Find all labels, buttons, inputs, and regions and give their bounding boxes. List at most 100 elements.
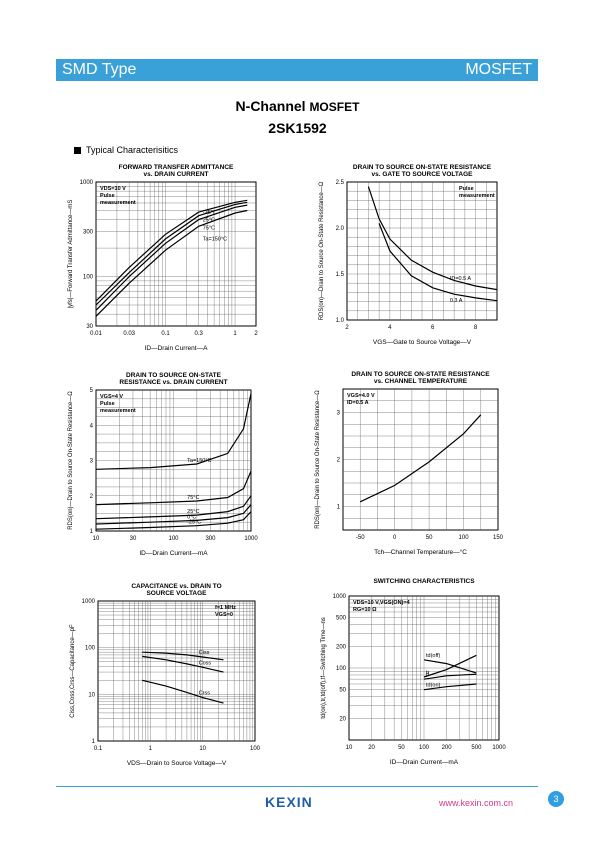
chart-annotation: VGS=4.0 V — [347, 393, 375, 399]
chart-annotation: measurement — [100, 408, 136, 414]
title-sub: MOSFET — [309, 100, 360, 114]
y-tick-label: 100 — [336, 666, 347, 672]
header-right-text: MOSFET — [465, 61, 532, 78]
square-bullet-icon — [74, 147, 81, 155]
x-tick-label: 150 — [493, 535, 504, 541]
x-tick-label: 1 — [233, 331, 237, 337]
series-label: 25°C — [187, 509, 199, 515]
series-label: Crss — [199, 691, 211, 697]
series-line — [423, 654, 477, 678]
x-axis-label: ID—Drain Current—mA — [390, 759, 459, 766]
chart-title: CAPACITANCE vs. DRAIN TO — [131, 583, 221, 590]
chart-title: DRAIN TO SOURCE ON-STATE RESISTANCE — [353, 164, 492, 171]
x-tick-label: 2 — [254, 331, 258, 337]
y-tick-label: 1 — [90, 529, 94, 535]
series-line — [378, 223, 498, 302]
chart-subtitle: SOURCE VOLTAGE — [146, 590, 207, 597]
chart-title: DRAIN TO SOURCE ON-STATE — [126, 372, 222, 379]
series-label: Ta=150°C — [203, 236, 227, 242]
series-label: ID=0.5 A — [450, 276, 472, 282]
x-tick-label: 50 — [398, 745, 405, 751]
y-tick-label: 1 — [337, 505, 341, 511]
x-tick-label: 0.03 — [123, 331, 135, 337]
x-tick-label: 2 — [345, 325, 349, 331]
chart-annotation: Pulse — [100, 401, 115, 407]
series-line — [95, 209, 248, 317]
x-tick-label: 10 — [199, 746, 206, 752]
y-axis-label: Ciss,Coss,Crss—Capacitance—pF — [70, 624, 76, 718]
y-tick-label: 2.0 — [336, 226, 345, 232]
chart-annotation: measurement — [100, 200, 136, 206]
x-tick-label: 30 — [130, 536, 137, 542]
chart-annotation: Pulse — [459, 186, 474, 192]
y-axis-label: td(on),tr,td(off),tf—Switching Time—ns — [321, 617, 327, 719]
chart-subtitle: vs. GATE TO SOURCE VOLTAGE — [371, 171, 473, 178]
y-tick-label: 10 — [88, 692, 95, 698]
y-tick-label: 300 — [83, 229, 94, 235]
chart-title: DRAIN TO SOURCE ON-STATE RESISTANCE — [351, 371, 490, 378]
x-axis-label: ID—Drain Current—A — [145, 345, 209, 352]
chart-title: FORWARD TRANSFER ADMITTANCE — [119, 164, 234, 171]
x-tick-label: 0.1 — [161, 331, 170, 337]
x-axis-label: Tch—Channel Temperature—°C — [374, 548, 467, 556]
y-tick-label: 1000 — [333, 594, 347, 600]
header-left-text: SMD Type — [62, 61, 137, 78]
x-tick-label: 100 — [419, 745, 430, 751]
x-tick-label: 0.01 — [90, 331, 102, 337]
series-label: tf — [426, 672, 430, 678]
y-tick-label: 30 — [86, 324, 93, 330]
x-tick-label: 200 — [442, 745, 453, 751]
x-tick-label: -50 — [356, 535, 365, 541]
series-label: tr — [426, 670, 430, 676]
x-tick-label: 4 — [388, 325, 392, 331]
series-label: td(on) — [426, 683, 441, 689]
series-line — [95, 393, 252, 470]
series-line — [142, 679, 224, 704]
y-tick-label: 2 — [90, 494, 94, 500]
x-tick-label: 300 — [205, 536, 216, 542]
x-tick-label: 100 — [168, 536, 179, 542]
y-axis-label: RDS(on)—Drain to Source On-State Resista… — [315, 390, 321, 529]
series-line — [95, 470, 252, 506]
page-title: N-Channel MOSFET — [0, 98, 595, 114]
section-heading-text: Typical Characterisitics — [86, 145, 179, 155]
y-tick-label: 50 — [339, 688, 346, 694]
chart-annotation: f=1 MHz — [215, 605, 236, 611]
chart-title: SWITCHING CHARACTERISTICS — [373, 578, 475, 585]
x-tick-label: 100 — [459, 535, 470, 541]
y-axis-label: RDS(on)—Drain to Source On-State Resista… — [319, 181, 325, 320]
x-tick-label: 500 — [471, 745, 482, 751]
series-line — [423, 659, 477, 674]
y-tick-label: 100 — [83, 275, 94, 281]
y-tick-label: 3 — [337, 411, 341, 417]
x-tick-label: 20 — [368, 745, 375, 751]
series-label: Ta=150°C — [187, 458, 211, 464]
section-heading: Typical Characterisitics — [74, 145, 178, 155]
x-tick-label: 1000 — [244, 536, 258, 542]
part-number: 2SK1592 — [268, 120, 327, 136]
chart-annotation: VGS=0 — [215, 612, 233, 618]
title-main: N-Channel — [235, 98, 306, 114]
series-label: 75°C — [203, 226, 215, 232]
y-tick-label: 200 — [336, 644, 347, 650]
chart-annotation: RG=10 Ω — [353, 607, 377, 613]
y-tick-label: 1 — [92, 739, 96, 745]
series-line — [95, 511, 252, 530]
x-tick-label: 100 — [250, 746, 261, 752]
website-url[interactable]: www.kexin.com.cn — [439, 798, 514, 808]
chart-subtitle: vs. CHANNEL TEMPERATURE — [374, 378, 468, 385]
x-tick-label: 8 — [474, 325, 478, 331]
company-logo: KEXIN — [265, 794, 313, 810]
chart-frame — [97, 600, 256, 742]
y-axis-label: RDS(on)—Drain to Source On-State Resista… — [68, 391, 74, 530]
series-label: 0°C — [187, 514, 196, 520]
series-label: 25°C — [203, 218, 215, 224]
y-tick-label: 3 — [90, 459, 94, 465]
chart-subtitle: vs. DRAIN CURRENT — [143, 171, 208, 178]
x-tick-label: 0 — [393, 535, 397, 541]
y-tick-label: 1.0 — [336, 318, 345, 324]
y-tick-label: 5 — [90, 388, 94, 394]
chart-annotation: VDS=10 V,VGS(ON)=4 — [353, 600, 411, 606]
chart-annotation: ID=0.5 A — [347, 400, 369, 406]
